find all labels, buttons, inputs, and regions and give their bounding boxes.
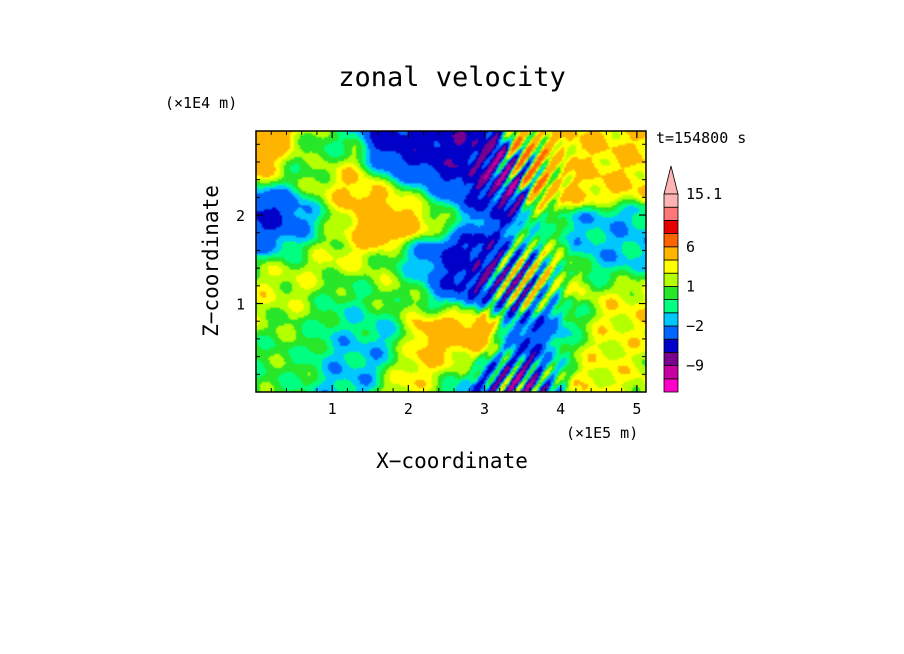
time-label: t=154800 s (656, 129, 746, 147)
colorbar-label: −9 (686, 357, 704, 375)
colorbar-bin (663, 312, 679, 327)
colorbar: 15.1 6 1 −2 −9 (663, 165, 722, 393)
zonal-velocity-field (256, 131, 646, 392)
y-axis-unit: (×1E4 m) (165, 94, 237, 112)
y-tick-label: 1 (236, 296, 245, 314)
colorbar-bin (663, 299, 679, 314)
colorbar-bin (663, 338, 679, 353)
colorbar-label: −2 (686, 317, 704, 335)
colorbar-bin (663, 259, 679, 274)
colorbar-label: 15.1 (686, 185, 722, 203)
colorbar-label: 6 (686, 238, 695, 256)
colorbar-bin (663, 285, 679, 300)
x-tick-label: 5 (632, 400, 641, 418)
colorbar-bin (663, 219, 679, 234)
y-axis-label: Z−coordinate (199, 185, 223, 337)
x-tick-label: 4 (556, 400, 565, 418)
colorbar-bin (663, 246, 679, 261)
colorbar-bin (663, 378, 679, 393)
colorbar-bin (663, 233, 679, 248)
y-tick-label: 2 (236, 207, 245, 225)
x-tick-label: 2 (404, 400, 413, 418)
plot-frame (255, 130, 647, 393)
colorbar-label: 1 (686, 277, 695, 295)
x-axis-unit: (×1E5 m) (566, 424, 638, 442)
colorbar-bin (663, 351, 679, 366)
chart-title: zonal velocity (338, 62, 566, 93)
colorbar-bin (663, 193, 679, 208)
colorbar-bin (663, 272, 679, 287)
colorbar-bin (663, 365, 679, 380)
x-tick-label: 1 (328, 400, 337, 418)
x-axis-ticks: 1 2 3 4 5 (270, 131, 641, 418)
y-axis-ticks: 12 (236, 143, 646, 375)
colorbar-bin (663, 325, 679, 340)
colorbar-bin (663, 206, 679, 221)
x-axis-label: X−coordinate (376, 449, 528, 473)
x-tick-label: 3 (480, 400, 489, 418)
colorbar-max-triangle (663, 165, 679, 195)
